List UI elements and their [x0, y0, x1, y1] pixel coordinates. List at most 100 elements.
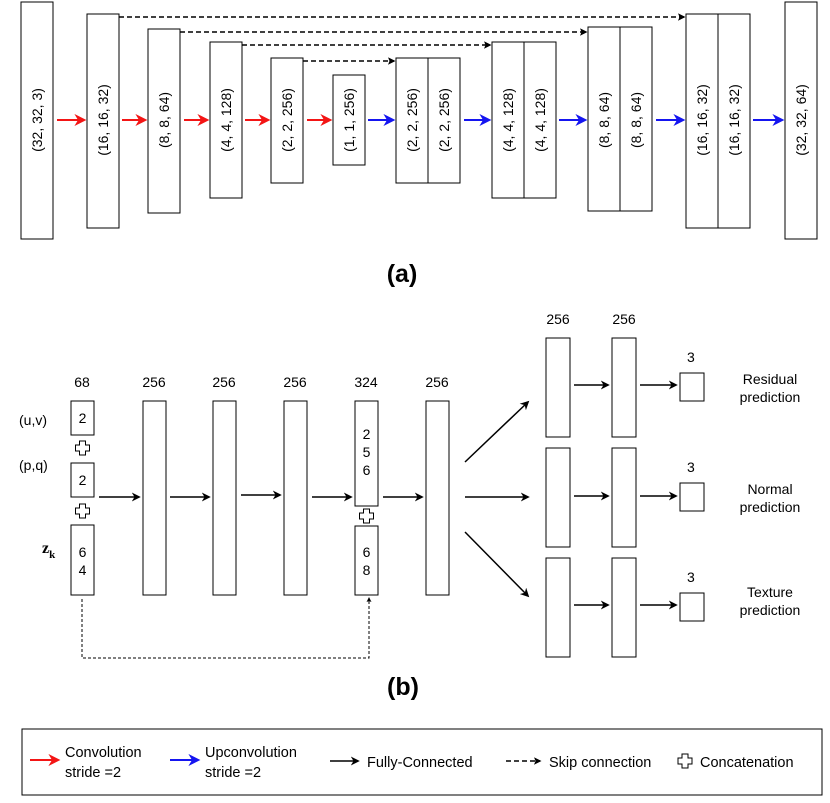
layer-size: 256	[212, 374, 236, 390]
layer-size: 256	[425, 374, 449, 390]
branch-residual-layer-1	[545, 337, 571, 438]
fc-layer-4-bottom	[354, 525, 379, 596]
skip-connection-b	[81, 597, 372, 659]
output-size: 3	[687, 459, 695, 475]
input-box-values: 2 2 6 4	[79, 410, 87, 578]
input-value: 6	[79, 544, 87, 560]
block-dec-3b	[619, 26, 653, 212]
block-dec-4b	[717, 13, 751, 229]
skip-connections-a	[119, 13, 686, 65]
output-labels: 3 3 3 Residual prediction Normal predict…	[687, 349, 800, 618]
output-texture-box	[679, 592, 705, 622]
block-label: (1, 1, 256)	[341, 88, 357, 152]
legend-fc-label: Fully-Connected	[367, 755, 473, 771]
output-size: 3	[687, 569, 695, 585]
fc-layers	[142, 400, 450, 596]
block-label: (16, 16, 32)	[95, 84, 111, 156]
layer-size-labels: 68 256 256 256 324 256 256 256	[74, 311, 636, 390]
output-size: 3	[687, 349, 695, 365]
legend-skip-label: Skip connection	[549, 755, 651, 771]
block-enc-2	[147, 28, 181, 214]
encoder-decoder-blocks	[20, 1, 818, 240]
input-box-uv	[70, 400, 95, 436]
block-dec-2b	[523, 41, 557, 199]
block-bottleneck	[332, 74, 366, 166]
branch-normal-layer-1	[545, 447, 571, 548]
concat-icon	[75, 503, 90, 519]
skip-value: 6	[363, 462, 371, 478]
panel-a: (32, 32, 3) (16, 16, 32) (8, 8, 64) (4, …	[20, 1, 818, 288]
concat-icon	[75, 440, 90, 456]
fc-arrow-branch-up	[464, 400, 530, 463]
block-enc-4	[270, 57, 304, 184]
layer-size: 68	[74, 374, 90, 390]
input-box-pq	[70, 462, 95, 498]
block-label: (8, 8, 64)	[628, 92, 644, 148]
skip-box-values: 2 5 6 6 8	[363, 426, 371, 578]
output-label-texture: prediction	[740, 602, 801, 618]
branch-size: 256	[612, 311, 636, 327]
input-boxes	[70, 400, 95, 596]
block-label: (4, 4, 128)	[218, 88, 234, 152]
skip-value: 6	[363, 544, 371, 560]
input-value: 4	[79, 562, 87, 578]
panel-b: (u,v) (p,q) zk 68 256 256 256 324 256 25…	[19, 311, 800, 701]
block-label: (32, 32, 64)	[793, 84, 809, 156]
legend-conv-label: Convolution	[65, 745, 142, 761]
input-value: 2	[79, 472, 87, 488]
block-output	[784, 1, 818, 240]
fc-layer-3	[283, 400, 308, 596]
output-normal-box	[679, 482, 705, 512]
block-label: (2, 2, 256)	[404, 88, 420, 152]
branch-size: 256	[546, 311, 570, 327]
skip-value: 8	[363, 562, 371, 578]
branch-residual-layer-2	[611, 337, 637, 438]
input-value: 2	[79, 410, 87, 426]
caption-b: (b)	[387, 673, 419, 701]
block-label: (2, 2, 256)	[279, 88, 295, 152]
layer-size: 256	[283, 374, 307, 390]
fc-layer-4-top	[354, 400, 379, 507]
input-label-pq: (p,q)	[19, 457, 48, 473]
caption-a: (a)	[387, 260, 418, 288]
branch-texture-layer-2	[611, 557, 637, 658]
block-label: (8, 8, 64)	[596, 92, 612, 148]
block-label: (16, 16, 32)	[694, 84, 710, 156]
branch-texture-layer-1	[545, 557, 571, 658]
block-label: (8, 8, 64)	[156, 92, 172, 148]
fc-arrow-branch-down	[464, 531, 530, 598]
legend-upconv-label: stride =2	[205, 765, 261, 781]
branch-layers	[545, 337, 705, 658]
input-label-zk: zk	[42, 540, 56, 561]
input-label-uv: (u,v)	[19, 412, 47, 428]
block-label: (32, 32, 3)	[29, 88, 45, 152]
legend: Convolution stride =2 Upconvolution stri…	[21, 728, 823, 796]
block-dec-1a	[395, 57, 429, 184]
output-label-residual: Residual	[743, 371, 797, 387]
fc-layer-5	[425, 400, 450, 596]
legend-concat-icon	[677, 753, 693, 769]
fc-layer-2	[212, 400, 237, 596]
fc-layer-1	[142, 400, 167, 596]
output-label-residual: prediction	[740, 389, 801, 405]
output-label-normal: Normal	[747, 481, 792, 497]
block-label: (16, 16, 32)	[726, 84, 742, 156]
block-enc-1	[86, 13, 120, 229]
layer-size: 324	[354, 374, 378, 390]
branch-normal-layer-2	[611, 447, 637, 548]
fc-arrows-trunk	[99, 400, 530, 598]
block-dec-4a	[685, 13, 719, 229]
layer-size: 256	[142, 374, 166, 390]
skip-value: 5	[363, 444, 371, 460]
legend-conv-label: stride =2	[65, 765, 121, 781]
branch-arrows	[574, 380, 678, 610]
block-label: (4, 4, 128)	[500, 88, 516, 152]
input-labels: (u,v) (p,q) zk	[19, 412, 56, 561]
block-labels: (32, 32, 3) (16, 16, 32) (8, 8, 64) (4, …	[29, 84, 809, 156]
block-enc-3	[209, 41, 243, 199]
input-box-z	[70, 524, 95, 596]
concat-glyphs	[75, 440, 374, 524]
block-dec-2a	[491, 41, 525, 199]
output-label-normal: prediction	[740, 499, 801, 515]
